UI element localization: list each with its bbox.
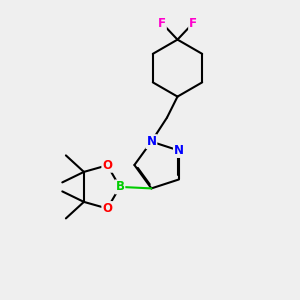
Text: F: F <box>189 16 197 30</box>
Text: N: N <box>146 135 156 148</box>
Text: O: O <box>102 202 112 215</box>
Text: F: F <box>158 16 166 30</box>
Text: N: N <box>174 144 184 157</box>
Text: O: O <box>102 159 112 172</box>
Text: B: B <box>116 180 124 194</box>
